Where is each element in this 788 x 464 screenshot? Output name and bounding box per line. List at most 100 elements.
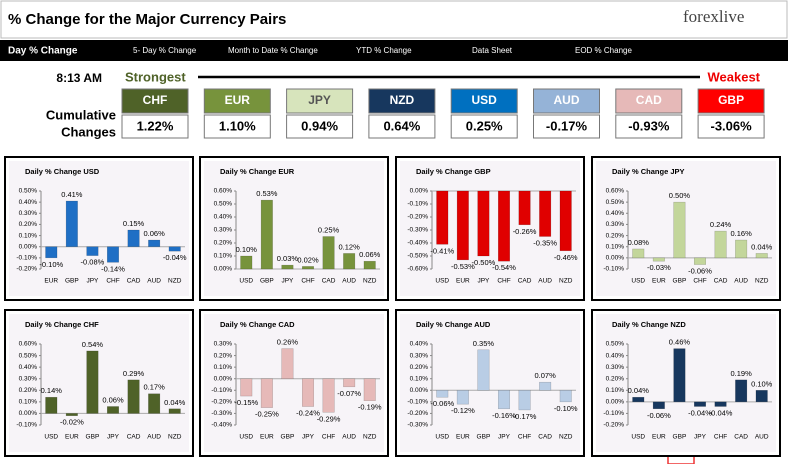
value-label: -0.12% xyxy=(451,406,475,415)
plot-area xyxy=(9,161,189,296)
y-tick-label: -0.20% xyxy=(16,266,37,273)
bar xyxy=(559,190,572,252)
value-label: 0.07% xyxy=(535,371,557,380)
tile-change: -3.06% xyxy=(710,118,752,133)
y-tick-label: 0.00% xyxy=(410,188,429,195)
bar xyxy=(714,401,727,407)
y-tick-label: 0.50% xyxy=(19,188,38,195)
y-tick-label: 0.60% xyxy=(606,188,625,195)
bar xyxy=(86,246,99,256)
value-label: 0.26% xyxy=(277,338,299,347)
value-label: 0.02% xyxy=(297,255,319,264)
bar xyxy=(322,236,335,270)
x-tick-label: EUR xyxy=(652,434,666,441)
tile-header xyxy=(368,88,436,114)
x-tick-label: CAD xyxy=(538,434,552,441)
bar xyxy=(632,396,645,403)
bar xyxy=(735,239,748,259)
y-tick-label: -0.10% xyxy=(603,266,624,273)
x-tick-label: GBP xyxy=(260,278,274,285)
value-label: -0.26% xyxy=(513,227,537,236)
tab[interactable]: YTD % Change xyxy=(356,46,412,55)
bar xyxy=(652,257,665,262)
y-tick-label: 0.50% xyxy=(214,201,233,208)
value-label: -0.16% xyxy=(492,411,516,420)
x-tick-label: USD xyxy=(435,434,449,441)
tab[interactable]: Data Sheet xyxy=(472,46,513,55)
tile-header xyxy=(697,88,765,114)
bar xyxy=(497,190,511,262)
value-label: -0.54% xyxy=(492,263,516,272)
x-tick-label: NZD xyxy=(363,278,377,285)
x-tick-label: NZD xyxy=(559,278,573,285)
tile-value-box xyxy=(203,114,271,139)
value-label: 0.04% xyxy=(628,386,650,395)
value-label: 0.54% xyxy=(82,340,104,349)
bar xyxy=(755,253,768,259)
value-label: 0.04% xyxy=(751,242,773,251)
chart-title: Daily % Change JPY xyxy=(612,167,685,176)
x-tick-label: JPY xyxy=(302,434,315,441)
x-tick-label: USD xyxy=(44,434,58,441)
value-label: 0.29% xyxy=(123,369,145,378)
bar xyxy=(168,246,181,252)
x-tick-label: EUR xyxy=(260,434,274,441)
bar xyxy=(301,266,315,270)
bar xyxy=(240,378,253,397)
y-tick-label: 0.10% xyxy=(606,243,625,250)
x-tick-label: CAD xyxy=(518,278,532,285)
tab[interactable]: Day % Change xyxy=(8,46,78,57)
value-label: -0.15% xyxy=(234,398,258,407)
chart-title: Daily % Change EUR xyxy=(220,167,295,176)
tile-currency: CAD xyxy=(636,93,662,107)
tab-bar xyxy=(0,40,788,61)
x-tick-label: NZD xyxy=(755,278,769,285)
value-label: -0.46% xyxy=(554,253,578,262)
x-tick-label: JPY xyxy=(281,278,294,285)
y-tick-label: 0.30% xyxy=(606,221,625,228)
bar xyxy=(497,390,511,410)
chart-title: Daily % Change USD xyxy=(25,167,100,176)
tab[interactable]: Month to Date % Change xyxy=(228,46,318,55)
value-label: 0.06% xyxy=(102,395,124,404)
value-label: -0.06% xyxy=(688,267,712,276)
tile-header xyxy=(533,88,600,114)
bar xyxy=(456,390,469,405)
bar xyxy=(693,401,707,407)
bar xyxy=(539,190,552,237)
tab[interactable]: 5- Day % Change xyxy=(133,46,197,55)
bar xyxy=(148,393,161,414)
x-tick-label: GBP xyxy=(477,434,491,441)
x-tick-label: GBP xyxy=(673,434,687,441)
x-tick-label: AUD xyxy=(755,434,769,441)
chart-title: Daily % Change NZD xyxy=(612,320,686,329)
value-label: -0.02% xyxy=(60,418,84,427)
x-tick-label: EUR xyxy=(456,434,470,441)
y-tick-label: 0.10% xyxy=(410,375,429,382)
y-tick-label: -0.10% xyxy=(16,255,37,262)
tab[interactable]: EOD % Change xyxy=(575,46,632,55)
bar xyxy=(260,378,273,408)
x-tick-label: JPY xyxy=(86,278,99,285)
x-tick-label: CHF xyxy=(518,434,531,441)
y-tick-label: 0.00% xyxy=(606,255,625,262)
value-label: -0.04% xyxy=(688,408,712,417)
y-tick-label: 0.40% xyxy=(214,214,233,221)
value-label: -0.19% xyxy=(358,403,382,412)
x-tick-label: USD xyxy=(435,278,449,285)
x-tick-label: CAD xyxy=(127,434,141,441)
tile-currency: GBP xyxy=(718,93,744,107)
y-tick-label: 0.50% xyxy=(606,341,625,348)
y-tick-label: 0.20% xyxy=(606,375,625,382)
y-tick-label: 0.10% xyxy=(19,232,38,239)
y-tick-label: -0.30% xyxy=(211,410,232,417)
tile-value-box xyxy=(697,114,765,139)
tile-header xyxy=(286,88,354,114)
y-tick-label: 0.50% xyxy=(606,199,625,206)
value-label: 0.04% xyxy=(164,398,186,407)
y-tick-label: 0.40% xyxy=(19,364,38,371)
y-tick-label: -0.60% xyxy=(407,266,428,273)
value-label: -0.08% xyxy=(81,258,105,267)
x-tick-label: GBP xyxy=(673,278,687,285)
bar xyxy=(86,350,99,414)
